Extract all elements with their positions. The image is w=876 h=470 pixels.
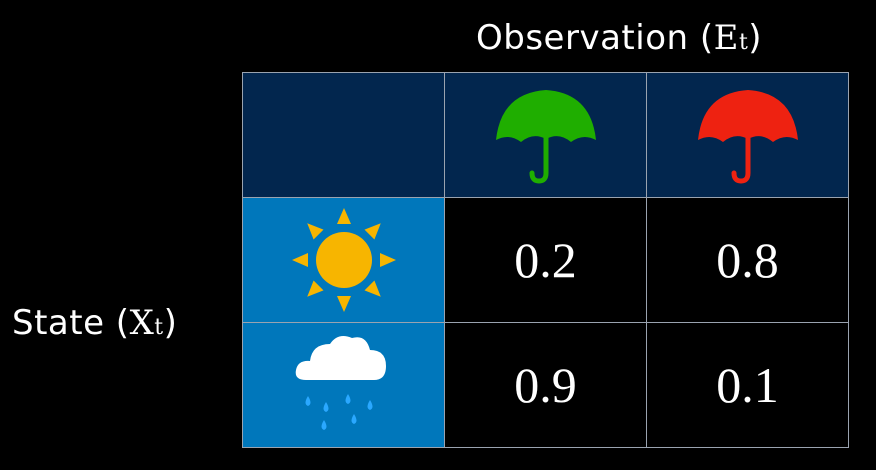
state-text: State ( [12, 303, 130, 343]
prob-cell: 0.8 [646, 197, 849, 323]
observation-var: E [713, 18, 739, 58]
table-row: 0.2 0.8 [242, 197, 849, 323]
umbrella-icon [495, 90, 596, 184]
state-cell-rain [242, 322, 445, 448]
umbrella-icon [697, 90, 798, 184]
observation-subscript: t [738, 30, 749, 55]
observation-close: ) [748, 18, 763, 58]
state-label: State (Xt) [12, 303, 177, 343]
header-cell-green-umbrella [444, 72, 647, 198]
state-close: ) [163, 303, 178, 343]
prob-cell: 0.2 [444, 197, 647, 323]
state-var: X [129, 303, 155, 343]
prob-cell: 0.1 [646, 322, 849, 448]
header-row [242, 72, 849, 198]
header-cell-red-umbrella [646, 72, 849, 198]
corner-cell [242, 72, 445, 198]
table-row: 0.9 0.1 [242, 322, 849, 448]
prob-cell: 0.9 [444, 322, 647, 448]
sun-icon [291, 208, 396, 312]
observation-text: Observation ( [476, 18, 714, 58]
state-subscript: t [154, 315, 164, 340]
emission-table: 0.2 0.8 0.9 0.1 [242, 72, 849, 448]
observation-label: Observation (Et) [476, 18, 762, 58]
state-cell-sun [242, 197, 445, 323]
rain-cloud-icon [295, 336, 386, 430]
